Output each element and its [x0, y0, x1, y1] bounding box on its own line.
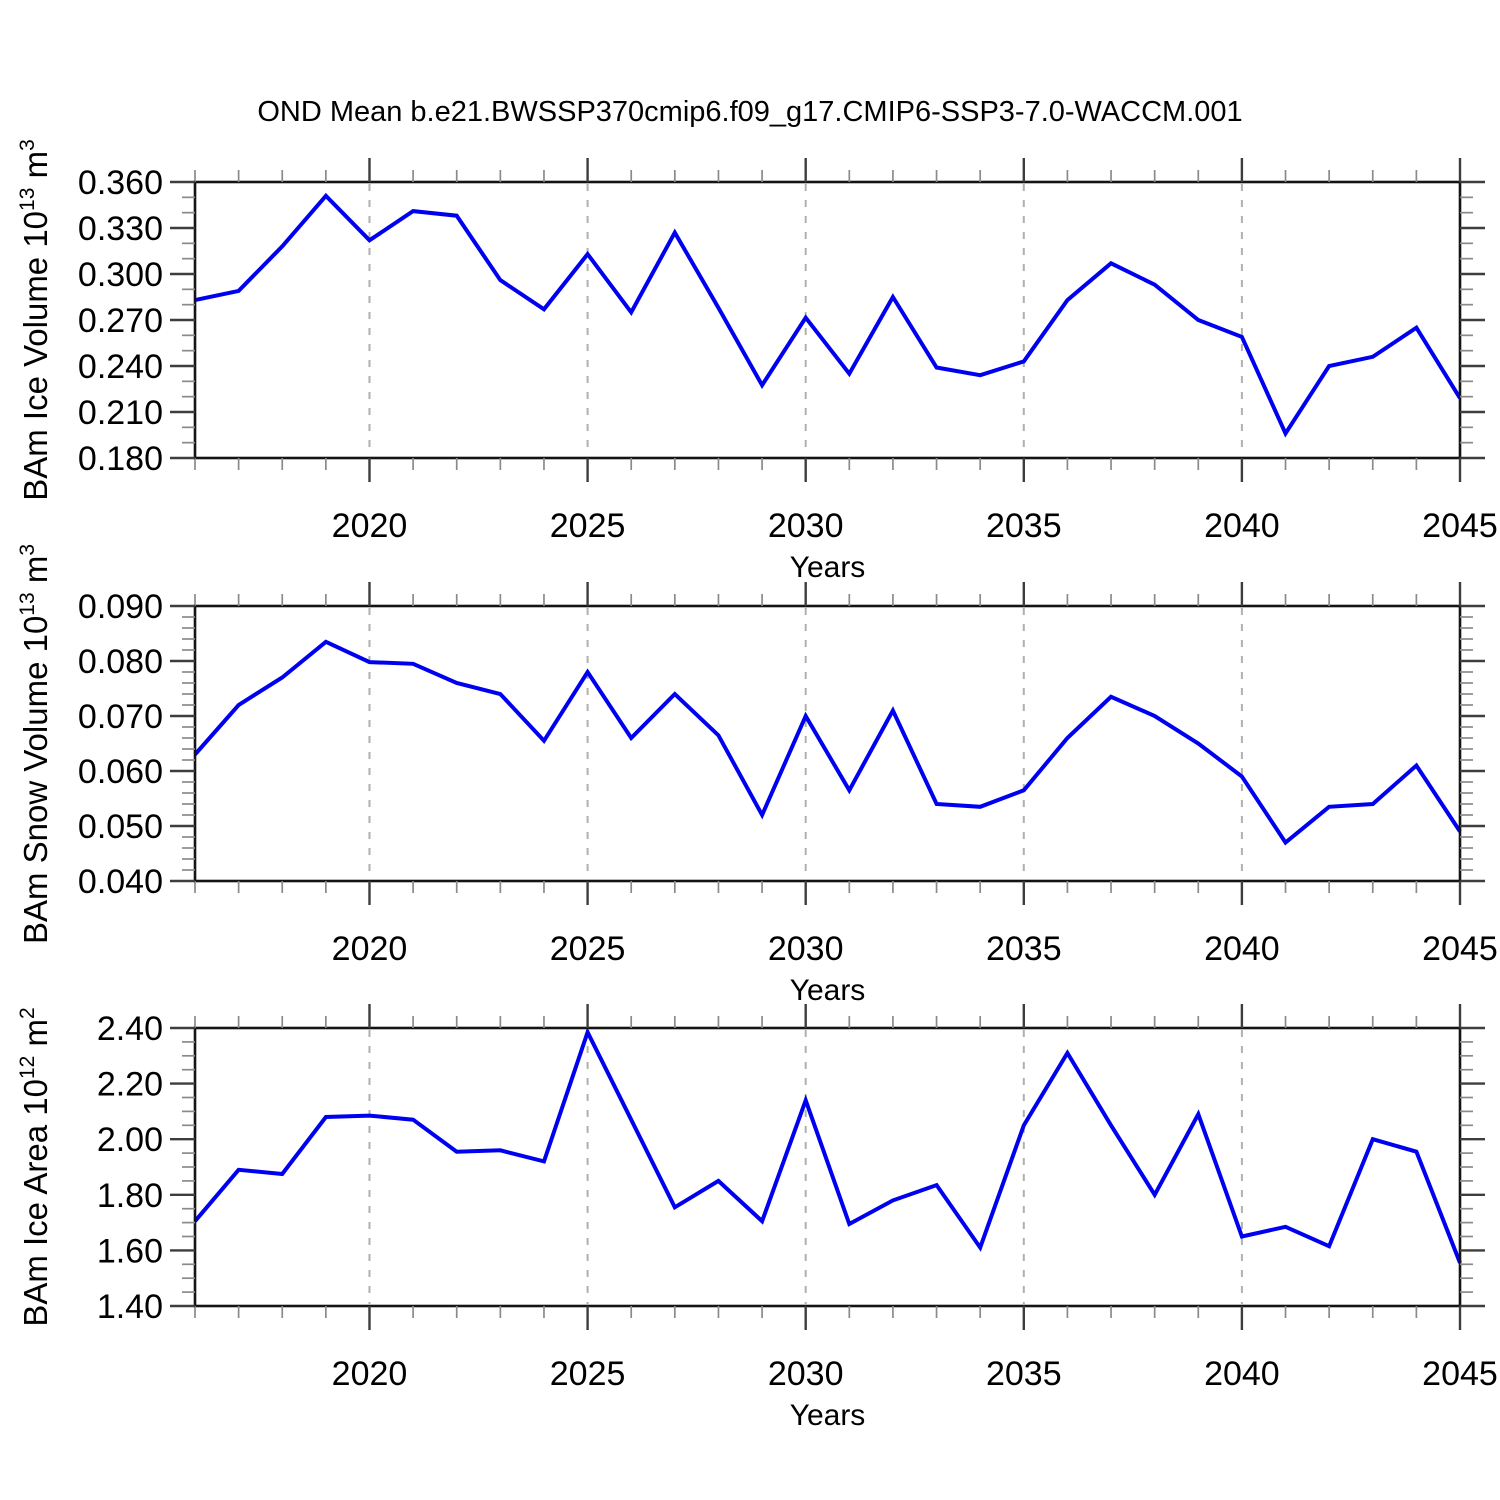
y-axis-title-ice-area: BAm Ice Area 1012 m2	[16, 1007, 55, 1326]
y-axis-title-text: BAm Snow Volume 10	[17, 615, 54, 945]
x-tick-label: 2030	[768, 1355, 844, 1393]
y-tick-label: 0.060	[78, 753, 163, 791]
y-tick-label: 0.180	[78, 440, 163, 478]
y-axis-title-exponent: 13	[16, 592, 39, 616]
page-title: OND Mean b.e21.BWSSP370cmip6.f09_g17.CMI…	[257, 96, 1243, 128]
y-axis-title-unit: m	[17, 1019, 54, 1056]
x-tick-label: 2035	[986, 1355, 1062, 1393]
y-axis-title-unit-exponent: 3	[16, 543, 39, 556]
y-axis-title-snow-volume: BAm Snow Volume 1013 m3	[16, 544, 55, 944]
y-tick-label: 0.050	[78, 808, 163, 846]
x-tick-label: 2035	[986, 930, 1062, 968]
x-axis-title: Years	[790, 974, 866, 1007]
y-tick-label: 1.40	[97, 1288, 163, 1326]
y-tick-label: 2.00	[97, 1121, 163, 1159]
y-axis-title-text: BAm Ice Area 10	[17, 1079, 54, 1327]
y-tick-label: 0.240	[78, 348, 163, 386]
y-tick-label: 0.360	[78, 164, 163, 202]
x-tick-label: 2025	[550, 507, 626, 545]
x-tick-label: 2025	[550, 1355, 626, 1393]
panel-ice-area: 1.40 1.60 1.80 2.00 2.20 2.40 2020 2025 2030 2035…	[97, 1004, 1498, 1432]
x-tick-label: 2040	[1204, 930, 1280, 968]
ice-area-line	[193, 1027, 1462, 1264]
panel-snow-volume: 0.040 0.050 0.060 0.070 0.080 0.090 2020 2025 20…	[78, 582, 1498, 1007]
x-axis-title: Years	[790, 551, 866, 584]
y-tick-label: 2.40	[97, 1010, 163, 1048]
y-axis-title-text: BAm Ice Volume 10	[17, 210, 54, 501]
y-axis-title-unit: m	[17, 555, 54, 593]
y-axis-title-exponent: 12	[16, 1055, 39, 1080]
y-axis-title-unit-exponent: 3	[16, 139, 39, 151]
plot-frame	[193, 180, 1462, 460]
x-tick-label: 2030	[768, 507, 844, 545]
y-axis-title-ice-volume: BAm Ice Volume 1013 m3	[16, 139, 55, 501]
x-tick-label: 2045	[1422, 507, 1498, 545]
y-axis-title-exponent: 13	[16, 187, 39, 211]
y-tick-label: 1.60	[97, 1232, 163, 1270]
x-tick-label: 2020	[332, 930, 408, 968]
ice-volume-line	[194, 192, 1462, 438]
x-tick-label: 2035	[986, 507, 1062, 545]
y-tick-label: 2.20	[97, 1066, 163, 1104]
x-axis-title: Years	[790, 1399, 866, 1432]
y-tick-label: 0.270	[78, 302, 163, 340]
x-tick-label: 2030	[768, 930, 844, 968]
y-tick-label: 0.090	[78, 588, 163, 626]
y-tick-label: 0.330	[78, 210, 163, 248]
x-tick-label: 2020	[332, 1355, 408, 1393]
y-axis-title-unit: m	[17, 150, 54, 188]
y-tick-label: 1.80	[97, 1177, 163, 1215]
y-tick-label: 0.210	[78, 394, 163, 432]
x-tick-label: 2040	[1204, 507, 1280, 545]
x-tick-label: 2045	[1422, 1355, 1498, 1393]
panel-ice-volume: 0.180 0.210 0.240 0.270 0.300 0.330 0.360 2020 2…	[78, 158, 1498, 584]
x-tick-label: 2025	[550, 930, 626, 968]
y-tick-label: 0.070	[78, 698, 163, 736]
y-tick-label: 0.040	[78, 863, 163, 901]
snow-volume-line	[193, 639, 1462, 846]
x-tick-label: 2040	[1204, 1355, 1280, 1393]
y-tick-label: 0.300	[78, 256, 163, 294]
plot-frame	[193, 604, 1462, 883]
x-tick-label: 2045	[1422, 930, 1498, 968]
y-axis-title-unit-exponent: 2	[16, 1007, 39, 1020]
x-tick-label: 2020	[332, 507, 408, 545]
y-tick-label: 0.080	[78, 643, 163, 681]
